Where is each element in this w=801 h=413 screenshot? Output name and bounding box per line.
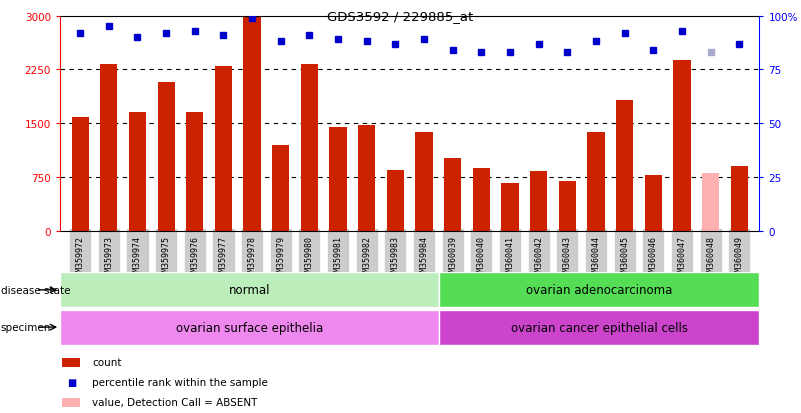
Bar — [387, 171, 404, 231]
Bar — [645, 176, 662, 231]
Text: ■: ■ — [67, 377, 77, 387]
Text: percentile rank within the sample: percentile rank within the sample — [92, 377, 268, 387]
Bar — [530, 172, 547, 231]
Text: specimen: specimen — [1, 322, 51, 332]
Bar — [587, 133, 605, 231]
Bar — [416, 133, 433, 231]
Bar — [215, 66, 232, 231]
Text: ovarian cancer epithelial cells: ovarian cancer epithelial cells — [510, 321, 687, 334]
Text: value, Detection Call = ABSENT: value, Detection Call = ABSENT — [92, 397, 257, 407]
Bar — [444, 158, 461, 231]
Bar — [158, 82, 175, 231]
Bar — [616, 101, 634, 231]
Bar — [559, 181, 576, 231]
Bar — [129, 113, 146, 231]
Bar — [60, 310, 439, 345]
Text: normal: normal — [229, 284, 270, 297]
Text: ovarian surface epithelia: ovarian surface epithelia — [176, 321, 323, 334]
Bar — [702, 174, 719, 231]
Text: ovarian adenocarcinoma: ovarian adenocarcinoma — [526, 284, 672, 297]
Bar — [71, 118, 89, 231]
Bar — [301, 64, 318, 231]
Bar — [501, 184, 518, 231]
Bar — [674, 61, 690, 231]
Bar — [244, 18, 260, 231]
Bar — [439, 310, 759, 345]
Bar — [358, 125, 376, 231]
Bar — [473, 169, 490, 231]
Text: disease state: disease state — [1, 285, 70, 295]
Bar — [60, 273, 439, 308]
Bar — [186, 113, 203, 231]
Bar — [439, 273, 759, 308]
Bar — [329, 128, 347, 231]
Text: count: count — [92, 357, 122, 367]
Bar — [100, 65, 118, 231]
Bar — [731, 167, 748, 231]
Bar — [272, 145, 289, 231]
Text: GDS3592 / 229885_at: GDS3592 / 229885_at — [328, 10, 473, 23]
